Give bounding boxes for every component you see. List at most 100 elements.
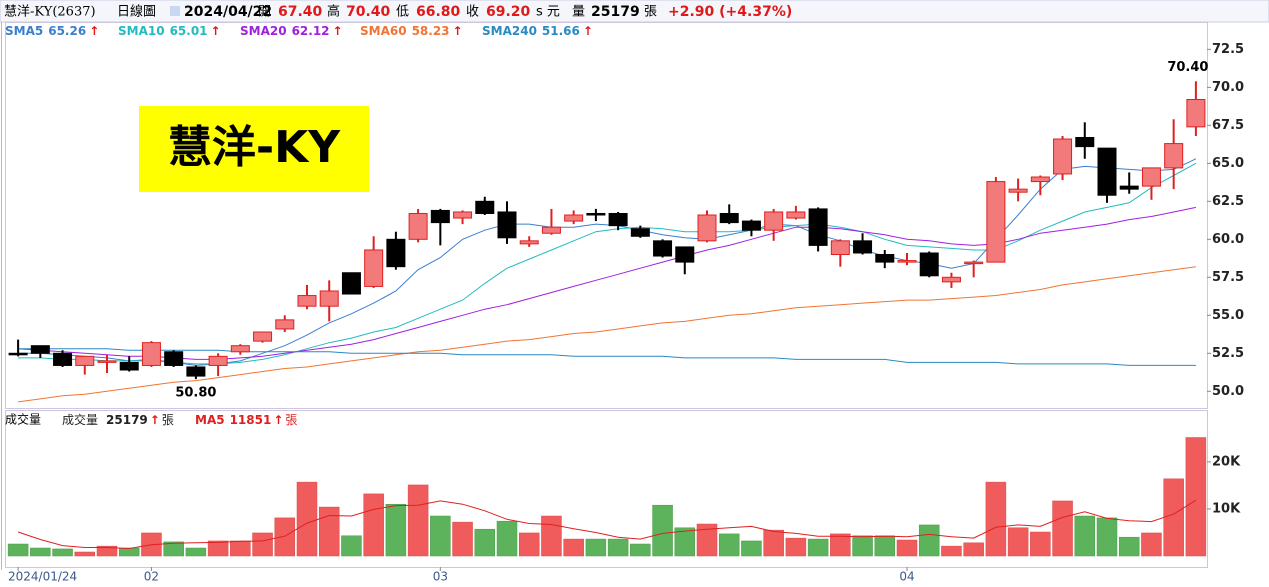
volume-bar — [696, 523, 718, 557]
y-tick-label: 52.5 — [1212, 346, 1244, 361]
low-label: 50.80 — [175, 386, 216, 401]
volume-bar — [1030, 531, 1051, 557]
candle-body — [141, 342, 161, 366]
volume-bar — [1185, 437, 1207, 557]
legend-part: 51.66 — [542, 24, 580, 38]
legend: 成交量 25179 ↑ 張 — [62, 412, 174, 427]
close-value: 69.20 — [486, 4, 531, 20]
candle-body — [97, 360, 117, 363]
high-value: 70.40 — [346, 4, 391, 20]
volume-bar — [1074, 515, 1096, 557]
volume-bar — [563, 538, 584, 557]
volume-bar — [1052, 500, 1073, 557]
ma-line — [18, 266, 1196, 403]
change: +2.90 (+4.37%) — [668, 4, 792, 20]
volume-value: 25179 — [591, 4, 640, 20]
volume-bar — [630, 543, 651, 557]
candle-body — [675, 246, 695, 263]
volume-bar — [874, 535, 896, 557]
volume-bar — [230, 540, 251, 557]
volume-bar — [407, 484, 429, 557]
volume-bar — [963, 542, 984, 557]
title-box — [139, 106, 369, 192]
candle-body — [53, 352, 73, 366]
candle-body — [119, 361, 139, 371]
y-tick-label: 55.0 — [1212, 308, 1244, 323]
legend: SMA20 62.12 ↑ — [240, 24, 343, 38]
volume-bar — [163, 541, 184, 557]
candle-body — [475, 200, 495, 214]
candle-body — [275, 319, 295, 330]
volume-bar — [452, 521, 473, 557]
candle-body — [1164, 143, 1184, 169]
legend: SMA10 65.01 ↑ — [118, 24, 221, 38]
legend-part: ↑ — [211, 24, 221, 38]
volume-bar — [341, 535, 362, 557]
y-tick-label: 65.0 — [1212, 156, 1244, 171]
volume-pane-title: 成交量 — [5, 412, 41, 427]
legend-part: ↑ — [150, 413, 160, 427]
y-tick-label: 57.5 — [1212, 270, 1244, 285]
x-tick-label: 03 — [433, 570, 448, 584]
legend-part: SMA5 — [5, 24, 43, 38]
candle-body — [1053, 138, 1073, 175]
legend-part: 11851 — [230, 413, 272, 427]
volume-bar — [807, 538, 829, 557]
volume-bar — [52, 548, 73, 557]
candle-body — [808, 208, 828, 246]
volume-bar — [1007, 527, 1029, 557]
close-label: 收 — [466, 5, 479, 20]
y-tick-label: 70.0 — [1212, 80, 1244, 95]
candle-body — [1075, 136, 1095, 148]
candle-body — [586, 212, 606, 216]
volume-bar — [830, 533, 851, 557]
candle-body — [764, 211, 784, 231]
legend-part: SMA20 — [240, 24, 287, 38]
y-tick-label: 62.5 — [1212, 194, 1244, 209]
y-tick-label: 10K — [1212, 501, 1241, 516]
y-tick-label: 72.5 — [1212, 42, 1244, 57]
period-icon — [170, 6, 180, 16]
candle-body — [919, 252, 939, 277]
volume-bar — [7, 543, 29, 557]
x-tick-label: 04 — [899, 570, 914, 584]
candle-body — [897, 260, 917, 263]
candle-body — [453, 211, 473, 219]
volume-bar — [585, 538, 607, 557]
candle-body — [1008, 188, 1028, 193]
volume-bar — [96, 545, 118, 557]
currency: s 元 — [536, 5, 560, 20]
volume-bar — [274, 517, 296, 557]
candle-body — [1119, 185, 1139, 190]
ma-line — [18, 348, 1196, 366]
volume-bar — [941, 545, 962, 557]
y-tick-label: 67.5 — [1212, 118, 1244, 133]
candle-body — [1030, 176, 1050, 183]
volume-bar — [1163, 478, 1184, 557]
volume-bar — [474, 528, 496, 557]
volume-bar — [496, 520, 518, 557]
volume-bar — [852, 535, 873, 557]
volume-bar — [1096, 517, 1118, 557]
candle-body — [386, 238, 406, 268]
volume-bar — [185, 547, 207, 557]
volume-bar — [430, 515, 451, 557]
candle-body — [986, 181, 1006, 263]
legend-part: SMA240 — [482, 24, 537, 38]
candle-body — [719, 212, 739, 224]
volume-bar — [74, 551, 96, 557]
volume-bar — [741, 540, 762, 557]
legend-part: 張 — [285, 413, 297, 427]
low-value: 66.80 — [416, 4, 461, 20]
volume-bar — [363, 493, 384, 557]
volume-bar — [718, 533, 740, 557]
volume-bar — [1118, 536, 1140, 557]
candle-body — [853, 240, 873, 254]
y-tick-label: 60.0 — [1212, 232, 1244, 247]
volume-bar — [785, 537, 807, 557]
volume-bar — [1141, 532, 1162, 557]
candle-body — [964, 261, 984, 265]
legend-part: 62.12 — [292, 24, 330, 38]
candle-body — [341, 272, 361, 295]
